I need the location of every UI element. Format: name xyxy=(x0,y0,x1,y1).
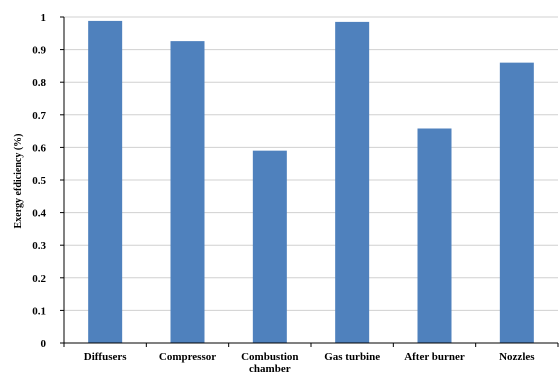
bars xyxy=(88,20,534,344)
y-tick-label: 0.2 xyxy=(32,273,46,285)
x-tick-label: Nozzles xyxy=(499,351,535,363)
y-tick-label: 0.1 xyxy=(32,305,46,317)
y-tick-label: 0 xyxy=(41,338,47,350)
bar xyxy=(499,62,534,343)
x-tick-label: Combustion chamber xyxy=(241,351,298,375)
x-tick-label: Gas turbine xyxy=(324,351,380,363)
bar xyxy=(252,150,287,343)
y-tick-label: 0.7 xyxy=(32,110,46,122)
bar xyxy=(88,20,123,344)
axes xyxy=(60,16,559,347)
bar xyxy=(170,41,205,344)
y-axis-title: Exergy efdiciency (%) xyxy=(13,134,24,229)
y-tick-label: 0.9 xyxy=(32,45,46,57)
y-tick-label: 0.3 xyxy=(32,240,46,252)
x-tick-label: Diffusers xyxy=(84,351,127,363)
bar xyxy=(417,128,452,343)
y-tick-label: 0.5 xyxy=(32,175,46,187)
bar xyxy=(335,21,370,343)
x-tick-labels: Diffusers Compressor Combustion chamber Gas … xyxy=(84,351,535,375)
y-tick-label: 0.4 xyxy=(32,208,46,220)
y-tick-label: 1 xyxy=(41,12,47,24)
x-tick-label: After burner xyxy=(404,351,465,363)
gridlines xyxy=(64,16,558,311)
x-tick-label: Compressor xyxy=(159,351,216,363)
y-tick-label: 0.6 xyxy=(32,142,46,154)
y-tick-labels: 0 0.1 0.2 0.3 0.4 0.5 0.6 0.7 0.8 0.9 1 xyxy=(32,12,46,350)
y-tick-label: 0.8 xyxy=(32,77,46,89)
